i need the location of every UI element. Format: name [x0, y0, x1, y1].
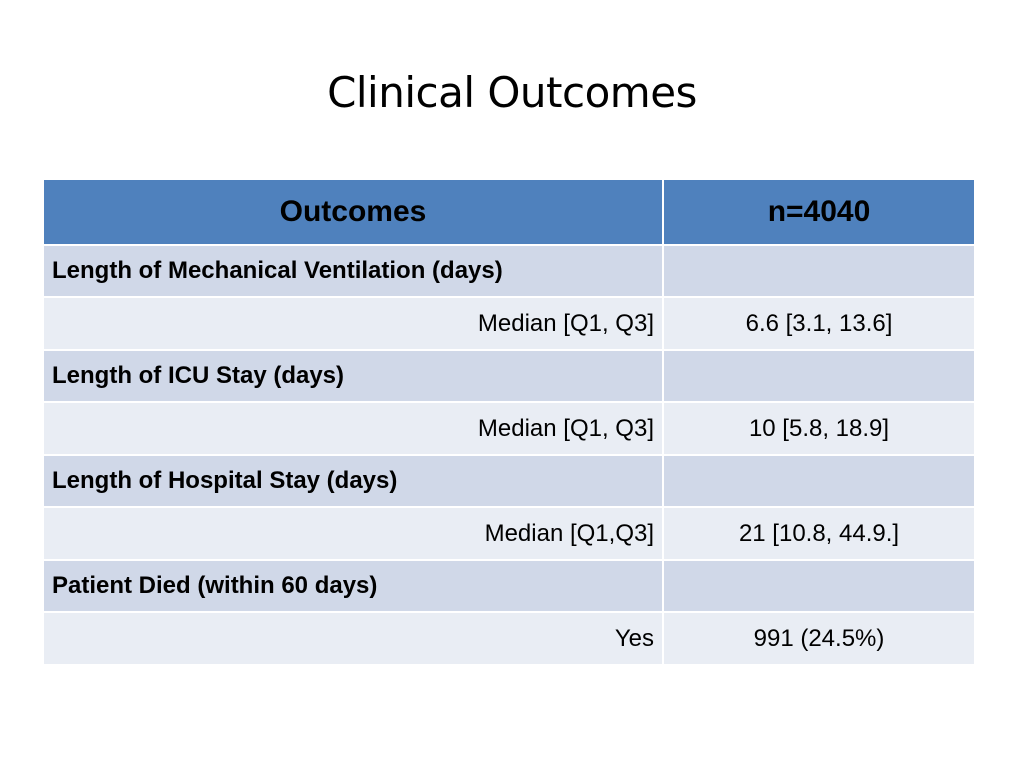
stat-value: 10 [5.8, 18.9]	[662, 401, 976, 456]
slide-title: Clinical Outcomes	[327, 68, 697, 117]
table-row-stat: Yes 991 (24.5%)	[42, 611, 976, 666]
table-row-stat: Median [Q1, Q3] 10 [5.8, 18.9]	[42, 401, 976, 456]
section-value-empty	[662, 244, 976, 298]
section-label: Length of Hospital Stay (days)	[42, 454, 664, 508]
section-value-empty	[662, 349, 976, 403]
section-label: Patient Died (within 60 days)	[42, 559, 664, 613]
stat-value: 6.6 [3.1, 13.6]	[662, 296, 976, 351]
section-value-empty	[662, 559, 976, 613]
table-row-section: Length of ICU Stay (days)	[42, 349, 976, 403]
stat-label: Median [Q1,Q3]	[42, 506, 664, 561]
table-header-row: Outcomes n=4040	[42, 178, 976, 246]
header-n: n=4040	[662, 178, 976, 246]
section-label: Length of Mechanical Ventilation (days)	[42, 244, 664, 298]
table-row-section: Patient Died (within 60 days)	[42, 559, 976, 613]
outcomes-table: Outcomes n=4040 Length of Mechanical Ven…	[42, 178, 976, 666]
table-row-stat: Median [Q1, Q3] 6.6 [3.1, 13.6]	[42, 296, 976, 351]
stat-value: 21 [10.8, 44.9.]	[662, 506, 976, 561]
stat-label: Yes	[42, 611, 664, 666]
section-value-empty	[662, 454, 976, 508]
table-row-stat: Median [Q1,Q3] 21 [10.8, 44.9.]	[42, 506, 976, 561]
header-outcomes: Outcomes	[42, 178, 664, 246]
stat-label: Median [Q1, Q3]	[42, 296, 664, 351]
stat-label: Median [Q1, Q3]	[42, 401, 664, 456]
table-row-section: Length of Hospital Stay (days)	[42, 454, 976, 508]
table-row-section: Length of Mechanical Ventilation (days)	[42, 244, 976, 298]
section-label: Length of ICU Stay (days)	[42, 349, 664, 403]
stat-value: 991 (24.5%)	[662, 611, 976, 666]
